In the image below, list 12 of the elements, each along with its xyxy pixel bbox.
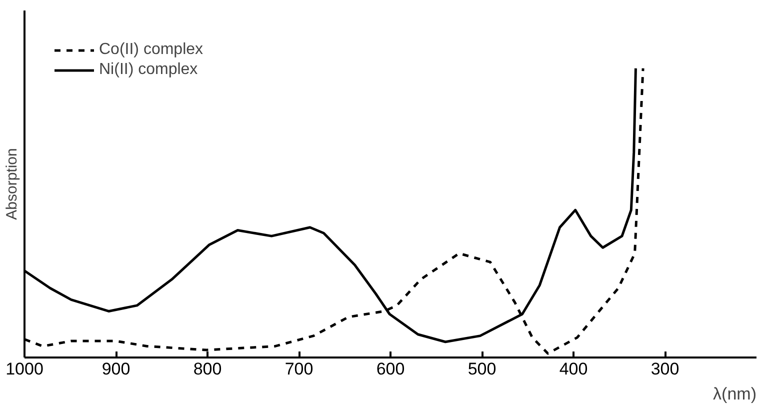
y-axis-title: Absorption xyxy=(4,148,20,220)
legend-label: Co(II) complex xyxy=(99,41,204,59)
x-tick-label: 300 xyxy=(650,360,680,378)
x-axis-title: λ(nm) xyxy=(713,384,757,404)
x-tick-label: 1000 xyxy=(6,360,44,378)
x-tick-label: 900 xyxy=(102,360,130,378)
x-tick-label: 800 xyxy=(193,360,222,378)
x-tick-label: 600 xyxy=(376,360,405,378)
x-tick-label: 400 xyxy=(559,360,588,378)
legend-label: Ni(II) complex xyxy=(99,61,198,79)
x-tick-label: 500 xyxy=(468,360,496,378)
x-tick-label: 700 xyxy=(284,360,314,378)
